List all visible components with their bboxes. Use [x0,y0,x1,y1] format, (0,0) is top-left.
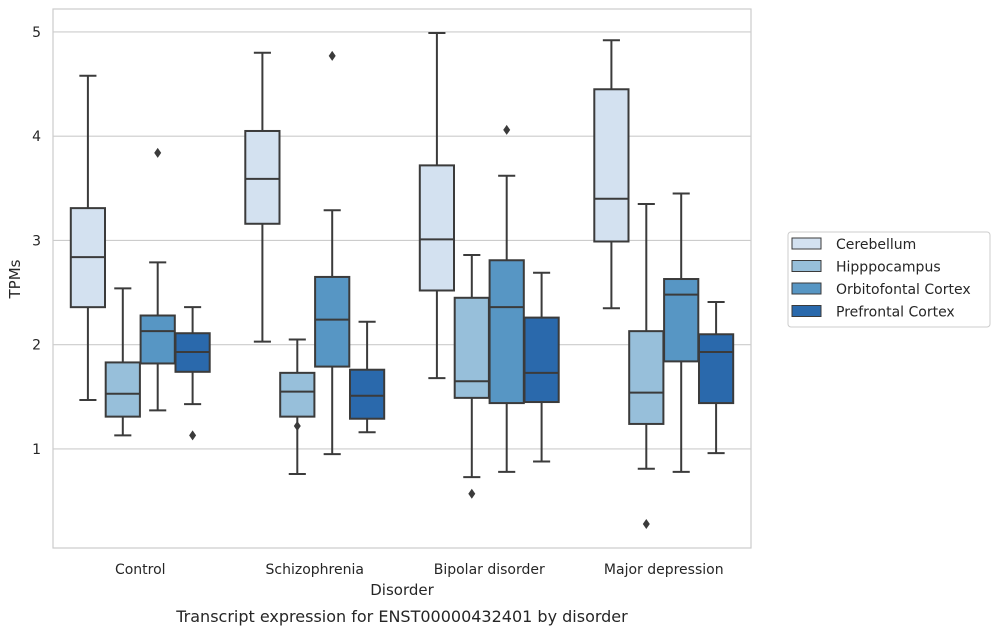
box-orbitofontal-cortex [139,147,176,412]
legend-items: Cerebellum Hipppocampus Orbitofontal Corte… [791,237,971,321]
box-prefrontal-cortex [697,300,735,455]
box-hipppocampus [279,338,316,475]
box-body [488,259,525,405]
legend-swatch [791,260,822,272]
x-tick-label: Bipolar disorder [434,562,545,578]
x-tick-label: Schizophrenia [266,562,364,578]
chart-caption: Transcript expression for ENST0000043240… [175,607,628,626]
outlier-point [293,421,301,432]
box-hipppocampus [104,287,141,437]
box-body [523,316,560,404]
x-axis-ticks: Control Schizophrenia Bipolar disorder Majo… [115,562,724,578]
box-body [244,129,281,225]
box-orbitofontal-cortex [314,50,351,456]
legend-swatch [791,237,822,250]
y-tick-label: 4 [32,129,41,145]
legend-swatch [791,305,822,317]
box-cerebellum [69,74,107,401]
box-body [628,330,665,425]
outlier-point [189,430,197,441]
box-body [593,88,630,243]
legend-label: Orbitofontal Cortex [836,282,971,298]
y-tick-label: 2 [32,338,41,354]
legend: Cerebellum Hipppocampus Orbitofontal Corte… [787,231,991,328]
x-axis-label: Disorder [370,581,434,599]
x-tick-label: Major depression [604,562,724,578]
box-body [453,296,490,399]
box-hipppocampus [628,202,665,530]
legend-label: Prefrontal Cortex [836,305,955,321]
legend-frame [787,231,991,328]
box-cerebellum [418,31,456,380]
y-axis-ticks: 1 2 3 4 5 [32,25,41,458]
outlier-point [328,50,336,61]
x-tick-label: Control [115,562,166,578]
box-prefrontal-cortex [523,271,560,463]
y-tick-label: 1 [32,442,41,458]
outlier-point [503,124,511,135]
box-body [663,278,700,363]
boxes [69,31,735,530]
box-body [139,314,176,365]
y-tick-label: 5 [32,25,41,41]
legend-label: Hipppocampus [836,260,941,276]
box-body [697,333,735,405]
box-prefrontal-cortex [174,306,211,441]
box-body [418,164,456,292]
box-prefrontal-cortex [348,320,386,434]
box-cerebellum [593,39,630,310]
outlier-point [154,147,162,158]
legend-label: Cerebellum [836,237,916,253]
outlier-point [642,519,650,530]
y-axis-label: TPMs [6,259,24,299]
plot-area [52,8,752,549]
box-orbitofontal-cortex [488,124,525,473]
box-body [104,361,141,418]
box-orbitofontal-cortex [663,192,700,473]
outlier-point [468,488,476,499]
box-cerebellum [244,51,281,343]
box-body [314,275,351,368]
box-body [348,368,386,420]
box-body [279,371,316,418]
y-tick-label: 3 [32,233,41,249]
legend-swatch [791,282,822,295]
